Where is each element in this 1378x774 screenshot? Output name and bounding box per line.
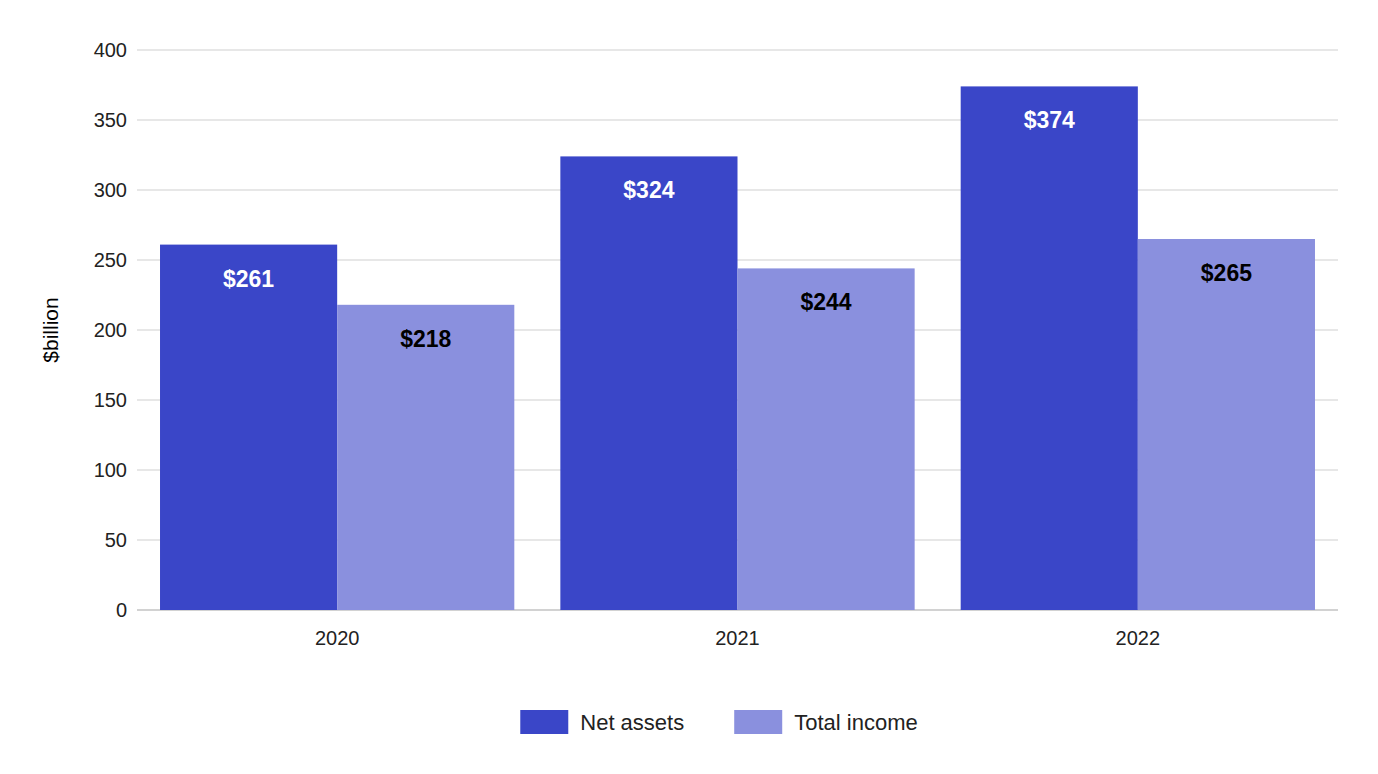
grid-line	[137, 50, 1338, 51]
chart-container: 0 50 100 150 200 250 300 350 400 $billion $261 $218…	[0, 0, 1378, 774]
y-axis-title: $billion	[39, 297, 62, 362]
bar	[560, 156, 737, 610]
legend-swatch	[734, 710, 782, 734]
bar	[160, 245, 337, 610]
grid-line	[137, 120, 1338, 121]
legend-label: Total income	[794, 710, 918, 735]
y-tick-label: 250	[94, 249, 127, 271]
y-tick-label: 300	[94, 179, 127, 201]
bar	[961, 86, 1138, 610]
legend-swatch	[520, 710, 568, 734]
y-tick-label: 150	[94, 389, 127, 411]
data-label: $265	[1201, 260, 1252, 286]
data-label: $374	[1024, 107, 1075, 133]
bar	[738, 268, 915, 610]
x-tick-label: 2021	[715, 627, 760, 649]
y-tick-label: 50	[105, 529, 127, 551]
y-tick-label: 350	[94, 109, 127, 131]
legend: Net assets Total income	[520, 710, 917, 735]
chart-svg: 0 50 100 150 200 250 300 350 400 $billion $261 $218…	[0, 0, 1378, 774]
data-labels: $261 $218 $324 $244 $374 $265	[223, 107, 1252, 351]
y-tick-label: 100	[94, 459, 127, 481]
bar	[1138, 239, 1315, 610]
x-tick-label: 2022	[1116, 627, 1161, 649]
data-label: $244	[800, 289, 851, 315]
data-label: $218	[400, 326, 451, 352]
bars	[160, 86, 1315, 610]
data-label: $324	[623, 177, 674, 203]
y-tick-label: 400	[94, 39, 127, 61]
bar	[337, 305, 514, 610]
y-tick-label: 0	[116, 599, 127, 621]
legend-label: Net assets	[580, 710, 684, 735]
y-tick-label: 200	[94, 319, 127, 341]
data-label: $261	[223, 266, 274, 292]
y-grid	[137, 50, 1338, 610]
x-tick-label: 2020	[315, 627, 360, 649]
